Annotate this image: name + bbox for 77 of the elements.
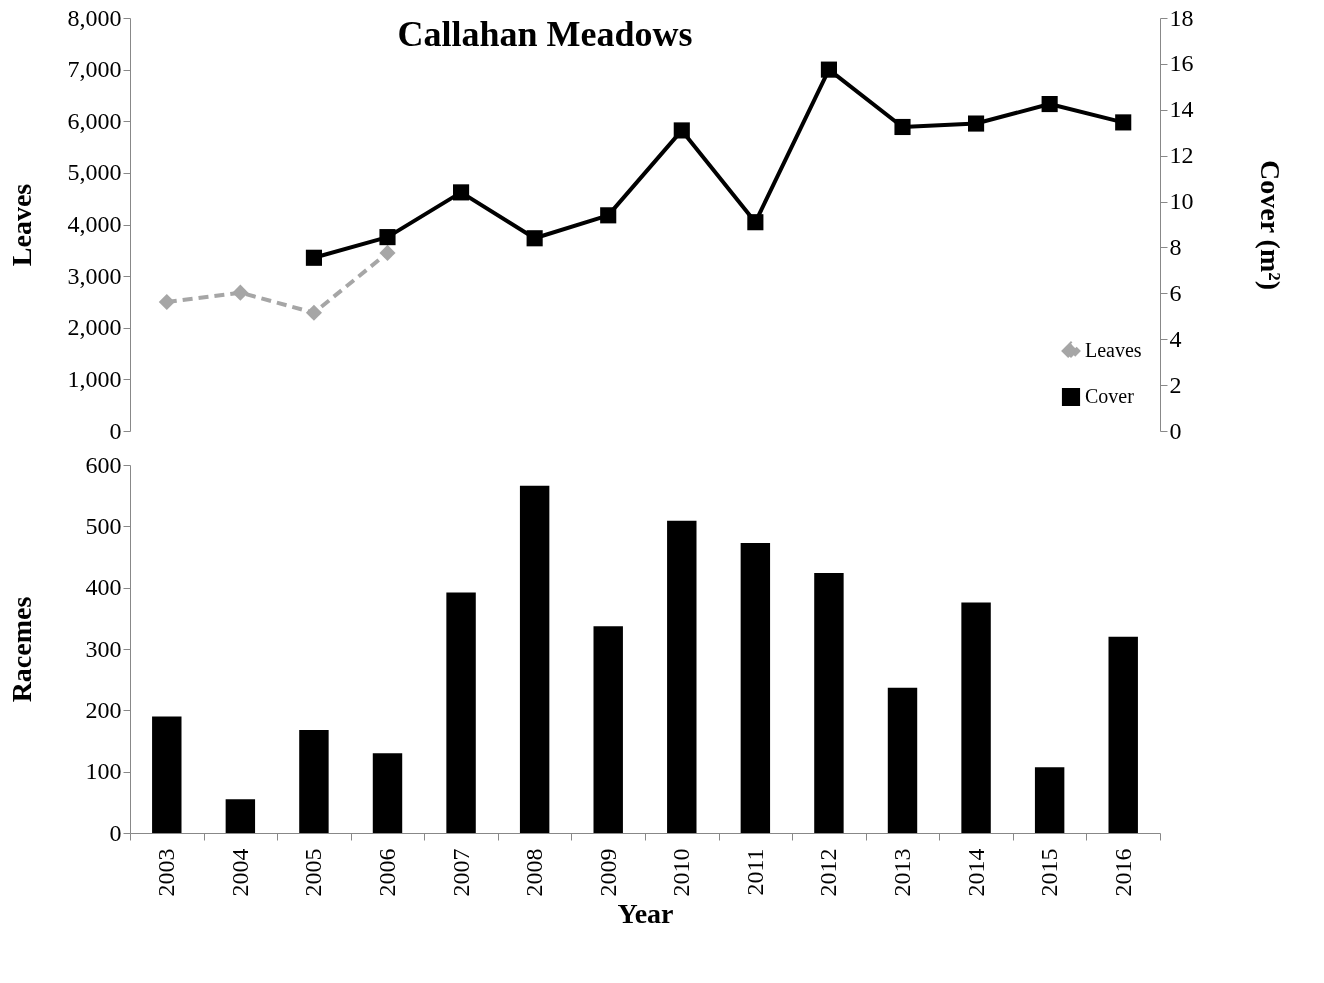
point: [379, 229, 396, 246]
y2-tick-label: 18: [1169, 4, 1194, 31]
point: [747, 214, 764, 231]
y2-tick-label: 10: [1169, 188, 1194, 215]
point: [894, 118, 911, 136]
legend-label: Leaves: [1085, 339, 1142, 361]
point: [600, 207, 617, 224]
y-tick-label: 2,000: [67, 314, 122, 341]
y2-tick-label: 16: [1169, 50, 1194, 77]
y-tick-label: 5,000: [67, 159, 122, 186]
x-tick-label: 2009: [594, 848, 621, 897]
bar: [225, 799, 256, 833]
point: [453, 184, 470, 201]
point: [379, 244, 396, 261]
y-tick-label: 4,000: [67, 211, 122, 237]
point: [968, 115, 985, 132]
x-tick-label: 2008: [521, 848, 548, 897]
y-tick-label: 0: [109, 417, 122, 444]
bar: [1034, 767, 1065, 833]
x-tick-label: 2010: [668, 848, 695, 897]
bar: [372, 753, 403, 833]
y-tick-label: 7,000: [67, 56, 122, 83]
x-axis-title: Year: [617, 897, 674, 929]
chart-title: Callahan Meadows: [397, 14, 693, 54]
x-tick-label: 2003: [153, 848, 180, 897]
y-tick-label: 200: [85, 696, 122, 723]
y-tick-label: 100: [85, 758, 122, 785]
y2-tick-label: 2: [1169, 371, 1182, 398]
bar: [519, 485, 550, 833]
point: [1115, 114, 1132, 131]
x-tick-label: 2007: [447, 848, 474, 897]
y-tick-label: 600: [85, 451, 122, 478]
y-tick-label: 400: [85, 574, 122, 601]
y-axis-title: Racemes: [5, 596, 37, 703]
bar: [299, 729, 329, 833]
bar: [1108, 636, 1138, 833]
bar: [593, 626, 623, 833]
x-tick-label: 2004: [226, 848, 253, 897]
y2-tick-label: 4: [1169, 325, 1182, 352]
bar: [667, 520, 697, 833]
y2-tick-label: 0: [1169, 417, 1182, 444]
point: [1041, 95, 1058, 113]
y2-tick-label: 8: [1169, 233, 1182, 260]
x-tick-label: 2013: [889, 848, 915, 897]
x-tick-label: 2011: [741, 848, 768, 896]
bar: [961, 602, 991, 833]
point: [158, 293, 175, 310]
point: [305, 304, 322, 321]
y2-axis-title: Cover (m²): [1254, 160, 1286, 290]
point: [232, 284, 249, 301]
point: [820, 61, 837, 78]
bar: [887, 687, 918, 833]
x-tick-label: 2006: [374, 848, 400, 897]
y2-tick-label: 6: [1169, 279, 1182, 306]
y2-tick-label: 14: [1169, 96, 1194, 123]
bar: [446, 592, 476, 833]
legend-label: Cover: [1085, 385, 1135, 407]
y-tick-label: 6,000: [67, 107, 122, 134]
bar: [740, 542, 771, 833]
y-tick-label: 300: [85, 635, 122, 662]
x-tick-label: 2014: [962, 848, 989, 897]
point: [673, 122, 690, 139]
y-tick-label: 500: [85, 512, 122, 539]
bar: [814, 572, 844, 833]
y-tick-label: 8,000: [67, 4, 122, 31]
point: [526, 230, 543, 247]
y2-tick-label: 12: [1169, 142, 1194, 169]
bar: [152, 716, 182, 833]
x-tick-label: 2005: [300, 848, 327, 897]
x-tick-label: 2016: [1109, 848, 1136, 897]
y-tick-label: 0: [109, 819, 122, 846]
point: [305, 249, 322, 266]
x-tick-label: 2012: [815, 848, 842, 897]
x-tick-label: 2015: [1036, 848, 1063, 897]
y-tick-label: 1,000: [67, 365, 122, 392]
y-axis-title: Leaves: [5, 183, 37, 267]
y-tick-label: 3,000: [67, 262, 122, 289]
